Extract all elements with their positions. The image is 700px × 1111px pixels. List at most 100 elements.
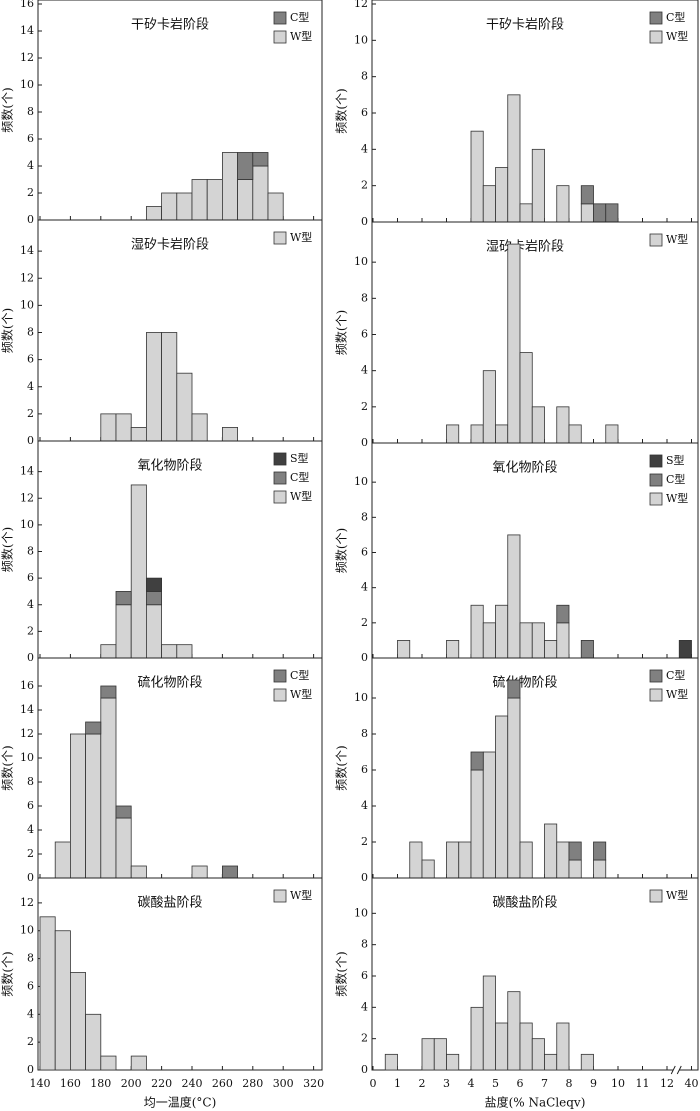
bar [568,859,582,879]
bar [145,577,162,592]
bar [556,841,570,879]
bar [482,185,496,223]
y-tick-label: 10 [354,906,368,919]
bar [252,152,269,167]
y-tick-label: 16 [20,0,34,10]
bar [580,1053,594,1071]
y-tick-label: 2 [361,400,368,413]
y-axis-title: 频数(个) [334,310,349,355]
x-tick-label: 200 [121,1077,142,1090]
bar [495,1022,509,1071]
bar [470,424,484,444]
y-axis-title: 频数(个) [0,527,15,572]
bar [556,406,570,444]
y-tick-label: 8 [27,545,34,558]
bar [556,604,570,624]
legend-swatch [649,233,663,247]
legend-swatch [649,11,663,25]
x-tick-label: 4 [468,1077,475,1090]
x-tick-label: 140 [30,1077,51,1090]
legend-label: W型 [666,888,688,902]
bar [446,1053,460,1071]
bar [470,604,484,659]
bar [519,1022,533,1071]
y-tick-label: 16 [20,679,34,692]
bar [482,622,496,659]
x-tick-label: 7 [541,1077,548,1090]
axis-break [676,1065,682,1075]
bar [237,179,254,221]
bar [531,622,545,659]
x-tick-label: 10 [611,1077,625,1090]
panel-title: 氧化物阶段 [492,461,557,476]
bar [191,179,208,221]
bar [85,1013,102,1071]
panel-title: 湿矽卡岩阶段 [486,240,564,255]
y-tick-label: 10 [20,78,34,91]
y-tick-label: 2 [361,616,368,629]
bar [544,1053,558,1071]
legend-label: W型 [290,888,312,902]
y-tick-label: 6 [27,353,34,366]
y-tick-label: 10 [354,691,368,704]
y-tick-label: 0 [361,871,368,884]
panel-title: 干矽卡岩阶段 [486,18,564,33]
legend-swatch [273,11,287,25]
x-tick-label: 180 [90,1077,111,1090]
y-tick-label: 12 [20,51,34,64]
bar [384,1053,398,1071]
bar [470,130,484,223]
y-tick-label: 2 [27,624,34,637]
panel-title: 硫化物阶段 [137,676,202,691]
legend-swatch [273,889,287,903]
y-tick-label: 10 [20,924,34,937]
bar [100,697,117,879]
axis-break-gap [673,1066,680,1074]
y-tick-label: 6 [361,546,368,559]
y-tick-label: 10 [354,475,368,488]
x-tick-label: 3 [443,1077,450,1090]
bar [421,859,435,879]
bar [605,424,619,444]
legend-swatch [649,454,663,468]
bar [470,769,484,879]
legend-label: C型 [290,470,309,484]
bar [115,591,132,606]
bar [54,841,71,879]
y-tick-label: 12 [20,271,34,284]
bar [100,685,117,699]
bar [221,152,238,221]
x-tick-label: 0 [370,1077,377,1090]
y-axis-title: 频数(个) [334,745,349,790]
y-tick-label: 6 [361,969,368,982]
bar [221,865,238,879]
y-tick-label: 8 [27,952,34,965]
bar [556,185,570,223]
bar [221,427,238,442]
y-tick-label: 6 [361,106,368,119]
bar [161,332,178,442]
legend-label: W型 [290,687,312,701]
y-tick-label: 2 [27,407,34,420]
bar [531,148,545,223]
x-tick-label: 300 [273,1077,294,1090]
legend-label: W型 [290,230,312,244]
x-tick-label: 12 [660,1077,674,1090]
bar [176,372,193,442]
bar [409,841,423,879]
y-tick-label: 6 [27,979,34,992]
bar [54,930,71,1071]
x-tick-label: 160 [60,1077,81,1090]
bar [593,859,607,879]
bar [446,841,460,879]
x-tick-label: 8 [566,1077,573,1090]
y-tick-label: 4 [27,598,34,611]
y-tick-label: 14 [20,24,34,37]
y-axis-title: 频数(个) [0,951,15,996]
x-tick-label: 6 [517,1077,524,1090]
y-tick-label: 8 [361,510,368,523]
y-tick-label: 8 [27,326,34,339]
bar [519,841,533,879]
bar [206,179,223,221]
